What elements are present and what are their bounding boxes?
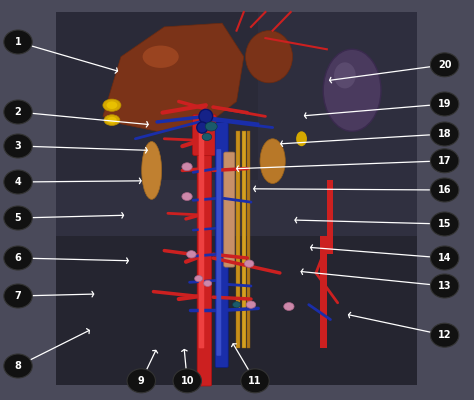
- Ellipse shape: [205, 122, 217, 131]
- Ellipse shape: [245, 260, 254, 267]
- Ellipse shape: [199, 109, 213, 124]
- Circle shape: [430, 323, 459, 347]
- Ellipse shape: [204, 280, 211, 286]
- Circle shape: [430, 122, 459, 146]
- Circle shape: [430, 246, 459, 270]
- Bar: [56, 236, 417, 385]
- Bar: [242, 131, 246, 348]
- FancyBboxPatch shape: [215, 123, 228, 367]
- Circle shape: [4, 354, 32, 378]
- Ellipse shape: [233, 302, 240, 308]
- Bar: [56, 12, 417, 385]
- Text: 9: 9: [138, 376, 145, 386]
- Ellipse shape: [197, 122, 208, 133]
- Ellipse shape: [143, 46, 179, 68]
- Text: 12: 12: [438, 330, 451, 340]
- Text: 4: 4: [15, 177, 21, 187]
- Ellipse shape: [246, 301, 256, 308]
- Ellipse shape: [182, 163, 192, 171]
- Ellipse shape: [142, 142, 162, 199]
- Text: 8: 8: [15, 361, 21, 371]
- Circle shape: [241, 369, 269, 393]
- Ellipse shape: [104, 115, 120, 126]
- Circle shape: [430, 212, 459, 236]
- Circle shape: [4, 100, 32, 124]
- Ellipse shape: [202, 133, 212, 140]
- Ellipse shape: [107, 101, 118, 109]
- Ellipse shape: [296, 131, 307, 146]
- Circle shape: [430, 92, 459, 116]
- FancyBboxPatch shape: [217, 149, 221, 356]
- Text: 6: 6: [15, 253, 21, 263]
- Circle shape: [430, 53, 459, 77]
- Bar: [247, 131, 250, 348]
- Circle shape: [173, 369, 201, 393]
- Circle shape: [4, 284, 32, 308]
- Circle shape: [4, 206, 32, 230]
- Text: 19: 19: [438, 99, 451, 109]
- Bar: [236, 131, 240, 348]
- Circle shape: [430, 178, 459, 202]
- Ellipse shape: [103, 99, 121, 111]
- Text: 13: 13: [438, 281, 451, 291]
- Ellipse shape: [284, 302, 294, 310]
- Text: 15: 15: [438, 219, 451, 229]
- Text: 14: 14: [438, 253, 451, 263]
- Text: 20: 20: [438, 60, 451, 70]
- FancyBboxPatch shape: [192, 114, 216, 156]
- Text: 17: 17: [438, 156, 451, 166]
- Circle shape: [127, 369, 155, 393]
- Ellipse shape: [107, 117, 117, 124]
- Circle shape: [4, 170, 32, 194]
- Circle shape: [4, 134, 32, 158]
- Bar: [56, 12, 417, 180]
- Circle shape: [430, 274, 459, 298]
- Text: 7: 7: [15, 291, 21, 301]
- Text: 18: 18: [438, 129, 451, 139]
- Ellipse shape: [246, 31, 292, 83]
- Text: 11: 11: [248, 376, 262, 386]
- Text: 3: 3: [15, 141, 21, 151]
- Text: 2: 2: [15, 107, 21, 117]
- Bar: [258, 12, 417, 191]
- Bar: [327, 180, 333, 254]
- FancyBboxPatch shape: [224, 152, 235, 267]
- Circle shape: [4, 246, 32, 270]
- Ellipse shape: [187, 251, 196, 258]
- Circle shape: [4, 30, 32, 54]
- FancyBboxPatch shape: [197, 115, 211, 386]
- Bar: [319, 236, 327, 348]
- Ellipse shape: [334, 62, 356, 88]
- Text: 5: 5: [15, 213, 21, 223]
- Circle shape: [430, 149, 459, 173]
- Ellipse shape: [195, 276, 202, 282]
- Ellipse shape: [323, 49, 381, 131]
- Text: 1: 1: [15, 37, 21, 47]
- Bar: [56, 180, 417, 236]
- Text: 10: 10: [181, 376, 194, 386]
- FancyBboxPatch shape: [199, 130, 204, 348]
- Ellipse shape: [260, 139, 285, 184]
- Text: 16: 16: [438, 185, 451, 195]
- Polygon shape: [103, 23, 244, 131]
- Ellipse shape: [182, 192, 192, 200]
